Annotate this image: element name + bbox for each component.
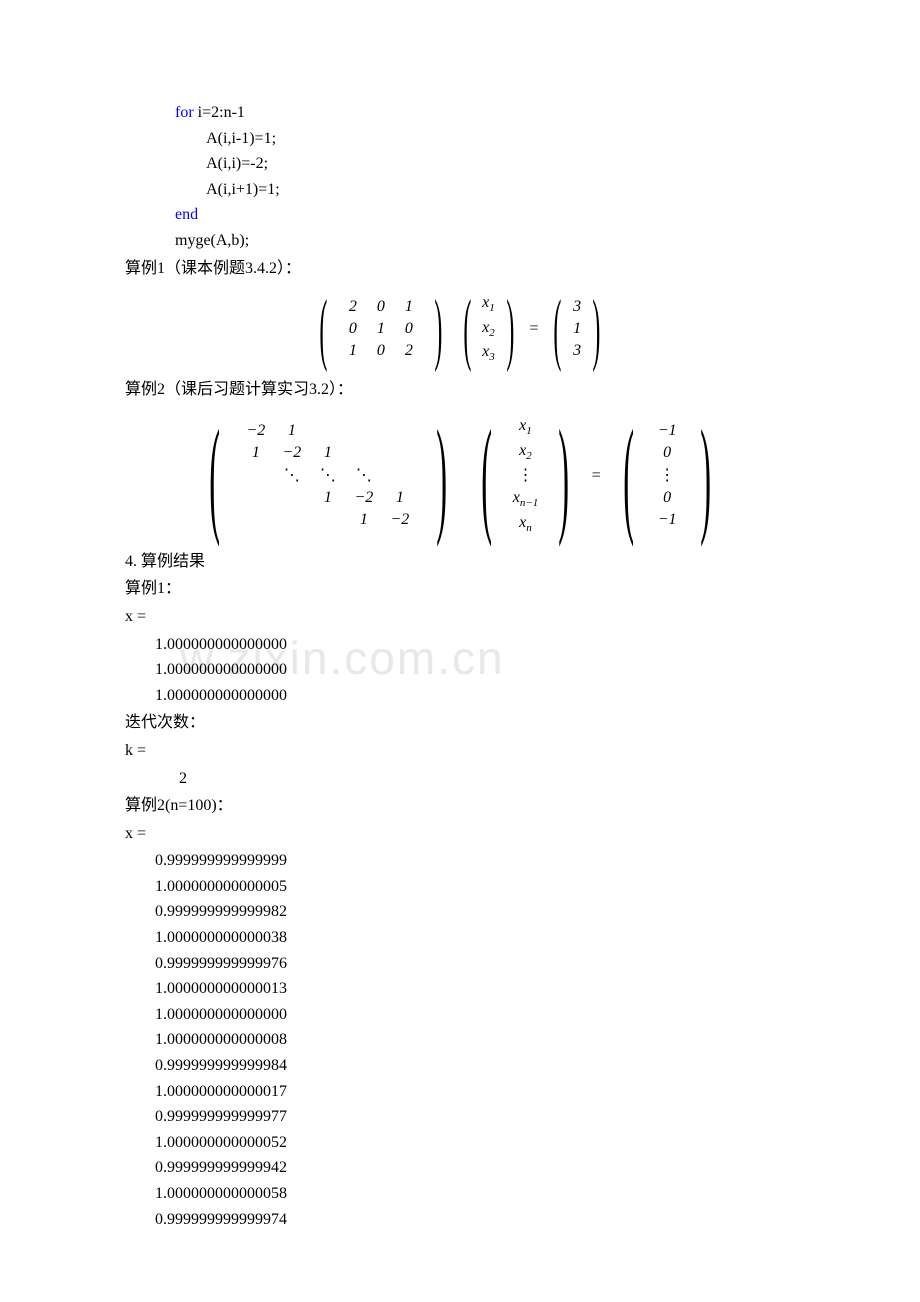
result1-title: 算例1： <box>125 576 795 602</box>
result-value: 1.000000000000000 <box>155 1002 795 1028</box>
result-value: 1.000000000000000 <box>155 683 795 709</box>
result-value: 1.000000000000005 <box>155 874 795 900</box>
result-value: 1.000000000000000 <box>155 657 795 683</box>
result-value: 0.999999999999999 <box>155 848 795 874</box>
code-line: end <box>175 202 795 228</box>
result-value: 1.000000000000038 <box>155 925 795 951</box>
code-line: A(i,i+1)=1; <box>175 177 795 203</box>
iteration-label: 迭代次数： <box>125 710 795 736</box>
result2-values: 0.999999999999999 1.000000000000005 0.99… <box>155 848 795 1232</box>
result1-k-label: k = <box>125 738 795 764</box>
matrix-equation-2: ( −21 1−21 ⋱⋱⋱ 1−21 1−2 ) ( x1 x2 ⋮ xn−1… <box>125 411 795 541</box>
section4-heading: 4. 算例结果 <box>125 549 795 575</box>
example2-title: 算例2（课后习题计算实习3.2）： <box>125 377 795 403</box>
result-value: 1.000000000000052 <box>155 1130 795 1156</box>
k-value: 2 <box>155 766 795 792</box>
example1-title: 算例1（课本例题3.4.2）： <box>125 256 795 282</box>
result-value: 0.999999999999976 <box>155 951 795 977</box>
code-line: myge(A,b); <box>175 228 795 254</box>
result-value: 0.999999999999942 <box>155 1155 795 1181</box>
result1-x-label: x = <box>125 604 795 630</box>
result-value: 0.999999999999982 <box>155 899 795 925</box>
result1-values: 1.000000000000000 1.000000000000000 1.00… <box>155 632 795 709</box>
result-value: 1.000000000000013 <box>155 976 795 1002</box>
result1-k: 2 <box>155 766 795 792</box>
result-value: 0.999999999999984 <box>155 1053 795 1079</box>
result2-title: 算例2(n=100)： <box>125 793 795 819</box>
code-line: A(i,i)=-2; <box>175 151 795 177</box>
code-block: for i=2:n-1 A(i,i-1)=1; A(i,i)=-2; A(i,i… <box>175 100 795 254</box>
result-value: 0.999999999999974 <box>155 1207 795 1233</box>
code-rest: i=2:n-1 <box>194 104 245 121</box>
result-value: 1.000000000000058 <box>155 1181 795 1207</box>
matrix-equation-1: ( 201 010 102 ) ( x1 x2 x3 ) = ( 3 1 3 ) <box>125 289 795 369</box>
keyword-end: end <box>175 206 198 223</box>
result-value: 1.000000000000008 <box>155 1027 795 1053</box>
code-line: for i=2:n-1 <box>175 100 795 126</box>
keyword-for: for <box>175 104 194 121</box>
result-value: 1.000000000000000 <box>155 632 795 658</box>
code-line: A(i,i-1)=1; <box>175 126 795 152</box>
result2-x-label: x = <box>125 821 795 847</box>
result-value: 0.999999999999977 <box>155 1104 795 1130</box>
result-value: 1.000000000000017 <box>155 1079 795 1105</box>
